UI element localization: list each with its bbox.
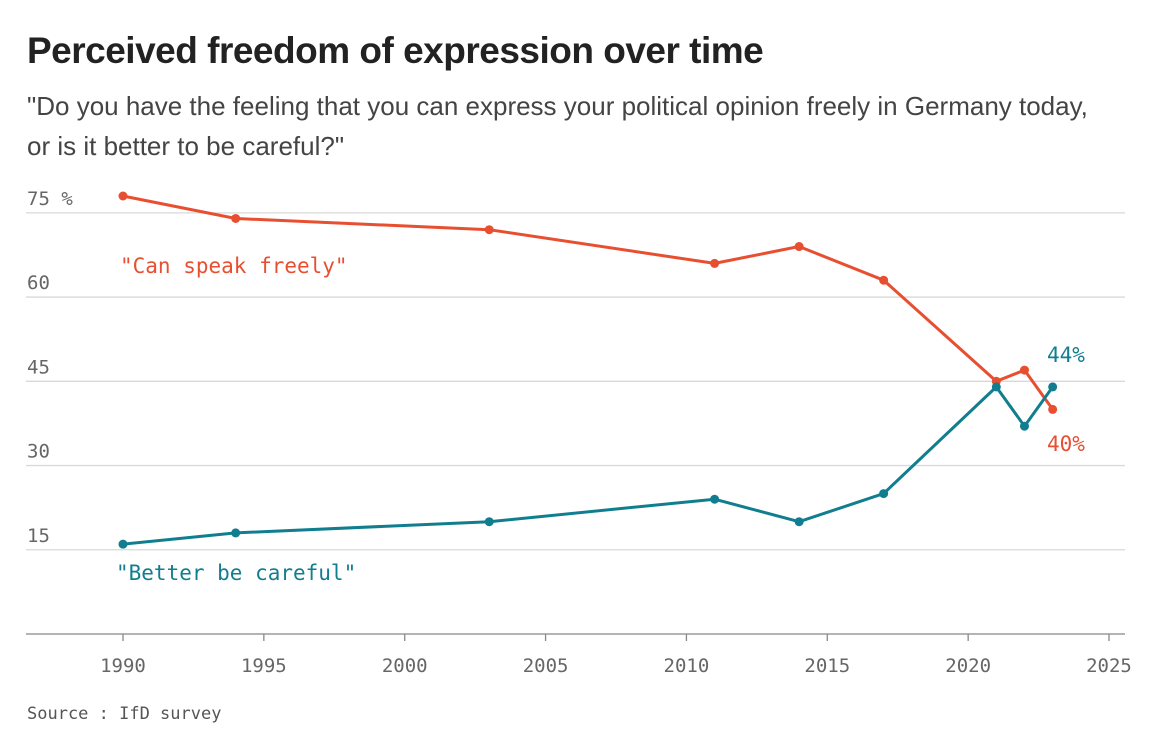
point-0-2003 xyxy=(484,225,494,235)
x-tick-label-2025: 2025 xyxy=(1086,655,1132,677)
point-0-2011 xyxy=(710,258,720,268)
point-0-2023 xyxy=(1048,404,1058,414)
y-tick-label-75: 75 % xyxy=(27,188,73,210)
point-1-2003 xyxy=(484,517,494,527)
series-1 xyxy=(118,382,1058,549)
end-label-better-be-careful: 44% xyxy=(1047,343,1085,367)
point-1-1990 xyxy=(118,539,128,549)
point-1-2022 xyxy=(1019,421,1029,431)
point-1-1994 xyxy=(231,528,241,538)
point-1-2014 xyxy=(794,517,804,527)
point-0-2014 xyxy=(794,242,804,252)
x-tick-label-2020: 2020 xyxy=(945,655,991,677)
x-tick-label-1995: 1995 xyxy=(241,655,287,677)
x-tick-label-2000: 2000 xyxy=(382,655,428,677)
point-1-2023 xyxy=(1048,382,1058,392)
x-tick-label-2015: 2015 xyxy=(804,655,850,677)
point-0-2022 xyxy=(1019,365,1029,375)
y-tick-label-60: 60 xyxy=(27,272,50,294)
series-line-0 xyxy=(121,194,1055,411)
point-0-2017 xyxy=(879,275,889,285)
x-axis: 1990 1995 2000 2005 2010 2015 2020 2025 xyxy=(26,633,1132,677)
label-layer: "Can speak freely" "Better be careful" 4… xyxy=(116,254,1085,585)
y-tick-label-15: 15 xyxy=(27,525,50,547)
series-layer xyxy=(118,191,1058,549)
series-label-better-be-careful: "Better be careful" xyxy=(116,561,356,585)
series-0 xyxy=(118,191,1058,414)
chart-subtitle: "Do you have the feeling that you can ex… xyxy=(27,91,1088,161)
y-tick-label-45: 45 xyxy=(27,356,50,378)
y-tick-label-30: 30 xyxy=(27,441,50,463)
x-tick-label-1990: 1990 xyxy=(100,655,146,677)
point-0-1990 xyxy=(118,191,128,201)
gridlines: 15 30 45 60 75 % xyxy=(26,188,1125,551)
x-tick-label-2005: 2005 xyxy=(523,655,569,677)
point-1-2021 xyxy=(991,382,1001,392)
end-label-can-speak-freely: 40% xyxy=(1047,432,1085,456)
point-1-2017 xyxy=(879,489,889,499)
series-label-can-speak-freely: "Can speak freely" xyxy=(120,254,348,278)
source-note: Source : IfD survey xyxy=(27,704,222,724)
chart-title: Perceived freedom of expression over tim… xyxy=(27,30,764,71)
point-1-2011 xyxy=(710,494,720,504)
x-tick-label-2010: 2010 xyxy=(664,655,710,677)
point-0-1994 xyxy=(231,213,241,223)
